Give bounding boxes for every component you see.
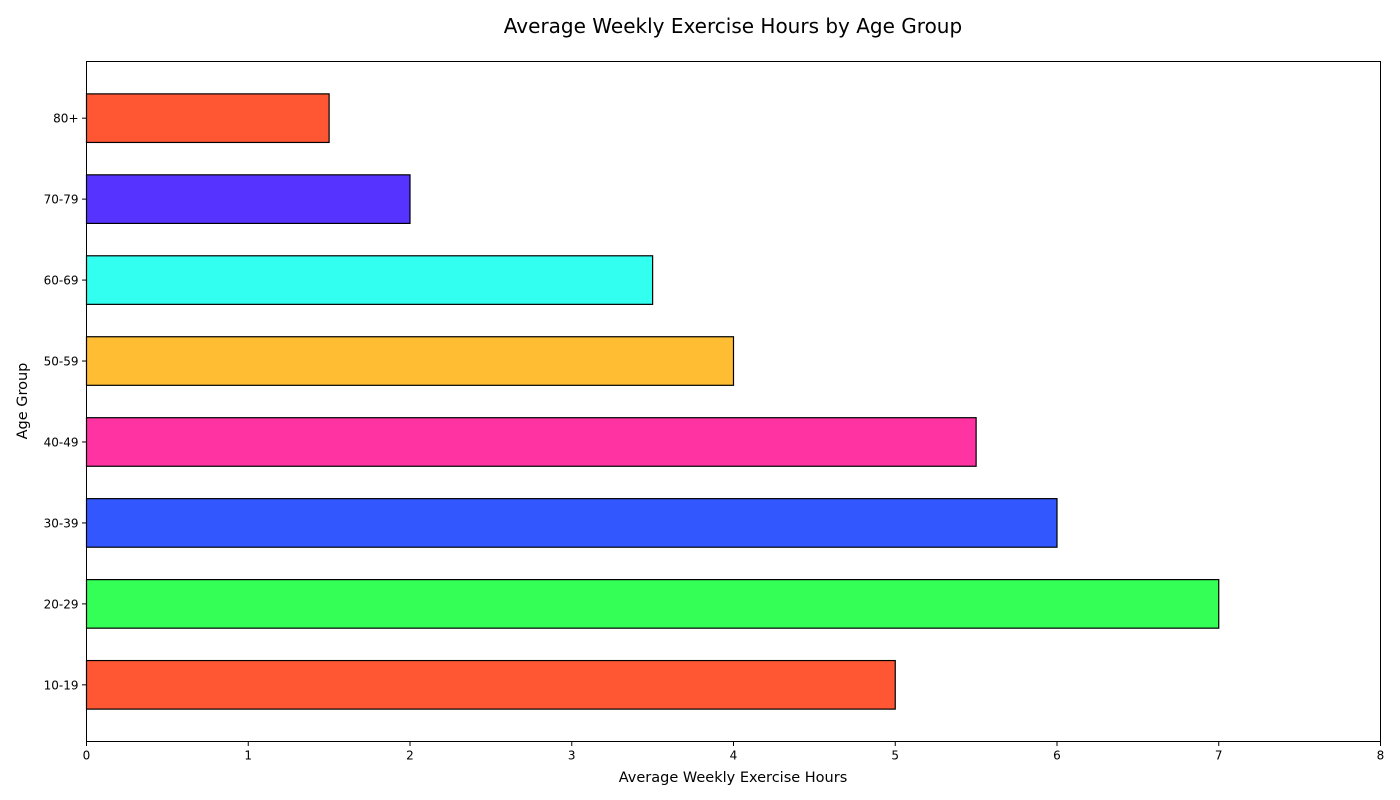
bar-10-19 xyxy=(85,659,896,710)
y-tick-label-10-19: 10-19 xyxy=(44,678,79,692)
y-axis-title: Age Group xyxy=(15,363,31,440)
y-tick-label-20-29: 20-29 xyxy=(44,597,79,611)
y-tick-label-30-39: 30-39 xyxy=(44,516,79,530)
plot-frame xyxy=(86,61,1381,742)
bar-20-29 xyxy=(85,578,1220,629)
y-tick-label-50-59: 50-59 xyxy=(44,355,79,369)
y-tick-label-60-69: 60-69 xyxy=(44,274,79,288)
y-tick-label-70-79: 70-79 xyxy=(44,193,79,207)
x-tick-label-1: 1 xyxy=(244,749,252,763)
x-tick-label-3: 3 xyxy=(568,749,576,763)
bar-60-69 xyxy=(85,255,654,305)
x-tick-label-6: 6 xyxy=(1053,749,1061,763)
x-tick-label-4: 4 xyxy=(730,749,738,763)
x-tick-label-7: 7 xyxy=(1215,749,1223,763)
x-axis-title: Average Weekly Exercise Hours xyxy=(619,770,848,786)
x-tick-label-2: 2 xyxy=(406,749,414,763)
y-tick-label-80plus: 80+ xyxy=(53,112,78,126)
bar-30-39 xyxy=(85,498,1058,548)
bar-40-49 xyxy=(85,417,977,467)
bar-50-59 xyxy=(85,336,735,386)
chart-title: Average Weekly Exercise Hours by Age Gro… xyxy=(504,14,962,38)
bar-70-79 xyxy=(85,174,411,225)
bars-layer xyxy=(85,93,1220,710)
bar-80plus xyxy=(85,93,330,144)
x-axis: 0 1 2 3 4 5 6 7 8 xyxy=(83,741,1385,763)
y-axis: 10-19 20-29 30-39 40-49 50-59 60-69 70-79 80+ xyxy=(44,112,87,692)
x-tick-label-5: 5 xyxy=(891,749,899,763)
y-tick-label-40-49: 40-49 xyxy=(44,435,79,449)
x-tick-label-8: 8 xyxy=(1377,749,1385,763)
x-tick-label-0: 0 xyxy=(83,749,91,763)
